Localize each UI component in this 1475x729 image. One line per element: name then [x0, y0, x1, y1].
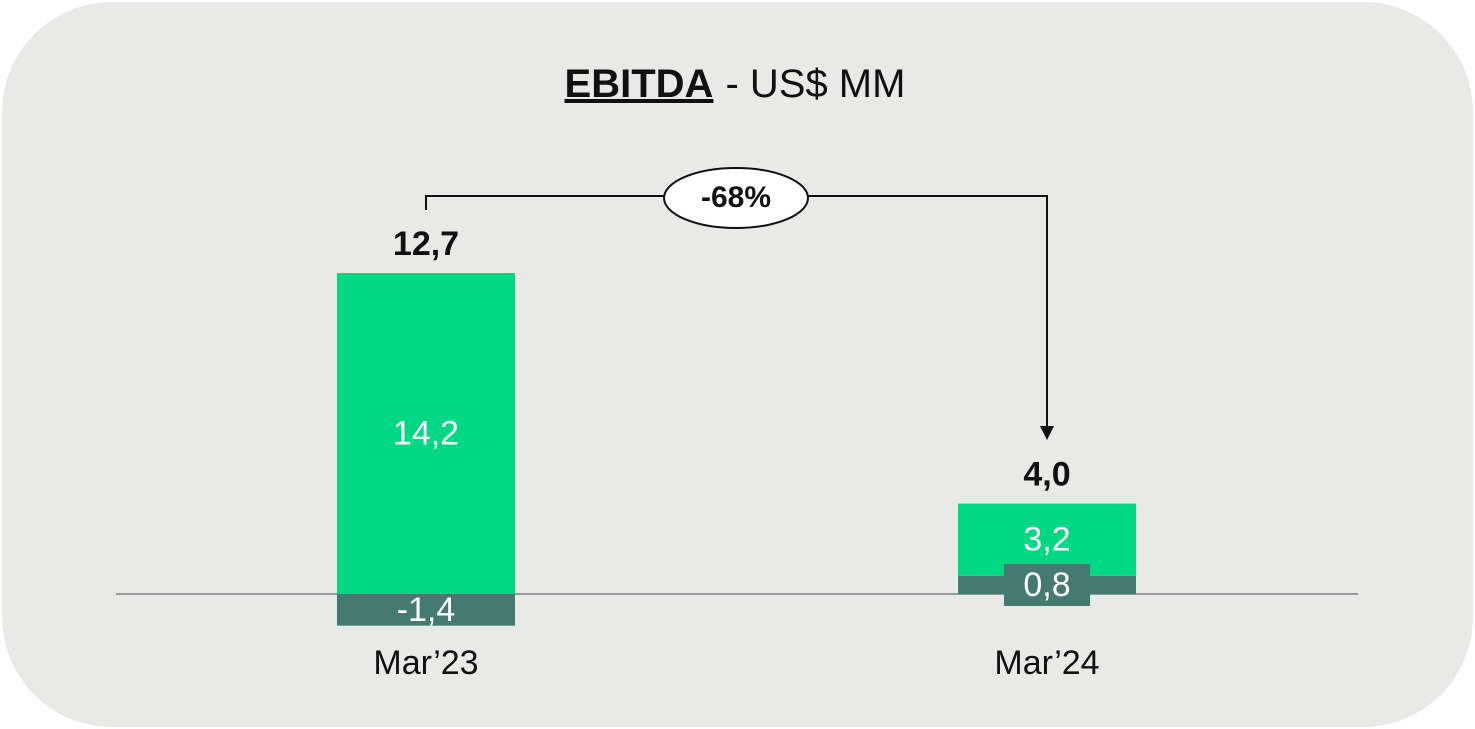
x-tick-label: Mar’24 [994, 644, 1099, 682]
bar-segment [337, 594, 515, 626]
value-label: 14,2 [393, 414, 459, 452]
title-bold: EBITDA [565, 62, 714, 106]
bar-segment [337, 273, 515, 594]
arrow-head [1040, 426, 1054, 440]
total-label: 12,7 [393, 225, 459, 263]
change-badge [663, 167, 809, 229]
label-background [1004, 563, 1090, 606]
bar-segment [958, 503, 1136, 576]
chart-title: EBITDA - US$ MM [565, 62, 906, 106]
change-label: -68% [701, 181, 771, 214]
x-tick-label: Mar’23 [373, 644, 478, 682]
total-label: 4,0 [1023, 456, 1070, 494]
title-rest: - US$ MM [725, 62, 905, 106]
value-label: 3,2 [1023, 521, 1070, 559]
value-label: 0,8 [1023, 566, 1070, 604]
value-label: -1,4 [397, 591, 456, 629]
